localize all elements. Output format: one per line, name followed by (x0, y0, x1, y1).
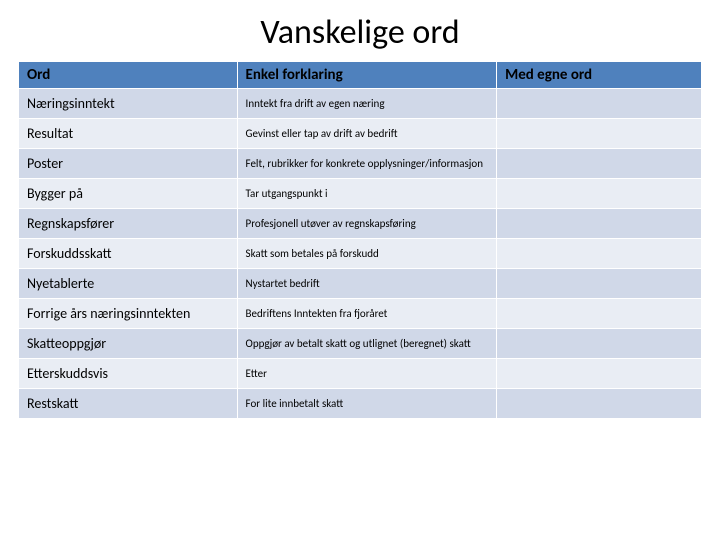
explanation-cell: Inntekt fra drift av egen næring (237, 89, 497, 119)
term-cell: Nyetablerte (19, 269, 238, 299)
explanation-cell: Skatt som betales på forskudd (237, 239, 497, 269)
explanation-cell: Oppgjør av betalt skatt og utlignet (ber… (237, 329, 497, 359)
table-row: RegnskapsførerProfesjonell utøver av reg… (19, 209, 702, 239)
col-egne-ord: Med egne ord (497, 62, 702, 89)
own-words-cell (497, 89, 702, 119)
own-words-cell (497, 179, 702, 209)
explanation-cell: Bedriftens Inntekten fra fjoråret (237, 299, 497, 329)
explanation-cell: Gevinst eller tap av drift av bedrift (237, 119, 497, 149)
explanation-cell: Nystartet bedrift (237, 269, 497, 299)
term-cell: Restskatt (19, 389, 238, 419)
table-row: Forrige års næringsinntektenBedriftens I… (19, 299, 702, 329)
term-cell: Skatteoppgjør (19, 329, 238, 359)
table-row: NyetablerteNystartet bedrift (19, 269, 702, 299)
own-words-cell (497, 149, 702, 179)
own-words-cell (497, 269, 702, 299)
own-words-cell (497, 119, 702, 149)
term-cell: Forrige års næringsinntekten (19, 299, 238, 329)
explanation-cell: Etter (237, 359, 497, 389)
col-forklaring: Enkel forklaring (237, 62, 497, 89)
term-cell: Etterskuddsvis (19, 359, 238, 389)
table-header-row: Ord Enkel forklaring Med egne ord (19, 62, 702, 89)
table-row: RestskattFor lite innbetalt skatt (19, 389, 702, 419)
term-cell: Bygger på (19, 179, 238, 209)
explanation-cell: Profesjonell utøver av regnskapsføring (237, 209, 497, 239)
table-row: SkatteoppgjørOppgjør av betalt skatt og … (19, 329, 702, 359)
own-words-cell (497, 389, 702, 419)
term-cell: Forskuddsskatt (19, 239, 238, 269)
table-row: ResultatGevinst eller tap av drift av be… (19, 119, 702, 149)
term-cell: Poster (19, 149, 238, 179)
table-row: PosterFelt, rubrikker for konkrete opply… (19, 149, 702, 179)
vocab-table: Ord Enkel forklaring Med egne ord Næring… (18, 61, 702, 419)
term-cell: Regnskapsfører (19, 209, 238, 239)
table-row: Bygger påTar utgangspunkt i (19, 179, 702, 209)
own-words-cell (497, 239, 702, 269)
own-words-cell (497, 359, 702, 389)
own-words-cell (497, 299, 702, 329)
explanation-cell: Felt, rubrikker for konkrete opplysninge… (237, 149, 497, 179)
own-words-cell (497, 209, 702, 239)
table-row: EtterskuddsvisEtter (19, 359, 702, 389)
own-words-cell (497, 329, 702, 359)
term-cell: Næringsinntekt (19, 89, 238, 119)
explanation-cell: Tar utgangspunkt i (237, 179, 497, 209)
table-row: NæringsinntektInntekt fra drift av egen … (19, 89, 702, 119)
page-title: Vanskelige ord (18, 12, 702, 53)
term-cell: Resultat (19, 119, 238, 149)
col-ord: Ord (19, 62, 238, 89)
explanation-cell: For lite innbetalt skatt (237, 389, 497, 419)
table-row: ForskuddsskattSkatt som betales på forsk… (19, 239, 702, 269)
